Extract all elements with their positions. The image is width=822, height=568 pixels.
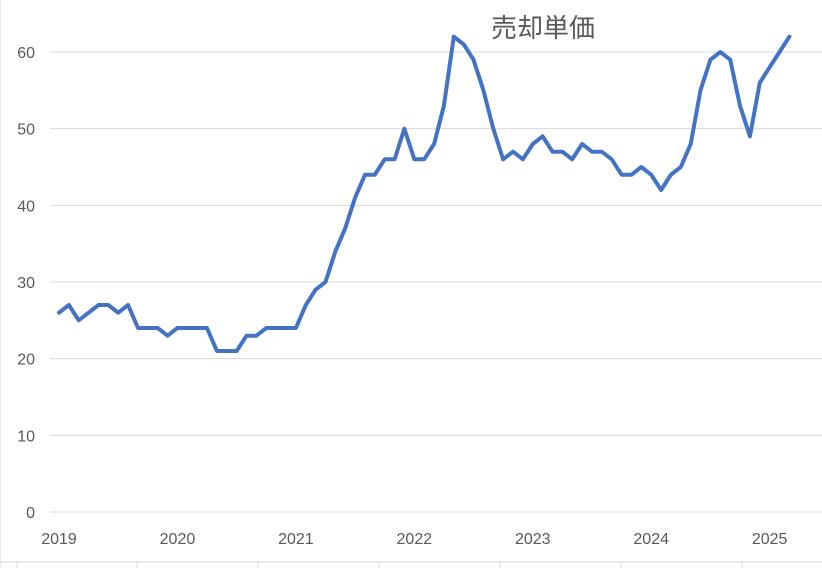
y-tick-label: 20 [17, 352, 35, 369]
x-tick-label: 2023 [515, 531, 551, 548]
x-tick-label: 2020 [160, 531, 196, 548]
x-tick-label: 2024 [633, 531, 669, 548]
chart-title: 売却単価 [491, 14, 595, 44]
y-tick-label: 30 [17, 275, 35, 292]
x-tick-label: 2022 [397, 531, 433, 548]
y-axis-tick-labels: 0 10 20 30 40 50 60 [17, 45, 35, 522]
y-tick-label: 40 [17, 198, 35, 215]
x-axis-tick-labels: 2019 2020 2021 2022 2023 2024 2025 [41, 531, 787, 548]
y-tick-label: 10 [17, 428, 35, 445]
x-tick-label: 2025 [752, 531, 788, 548]
gridlines [50, 51, 822, 513]
x-tick-label: 2021 [278, 531, 314, 548]
y-tick-label: 60 [17, 45, 35, 62]
series-line [57, 34, 792, 353]
y-tick-label: 0 [26, 505, 35, 522]
x-tick-label: 2019 [41, 531, 77, 548]
series-group [57, 34, 792, 353]
y-tick-label: 50 [17, 122, 35, 139]
